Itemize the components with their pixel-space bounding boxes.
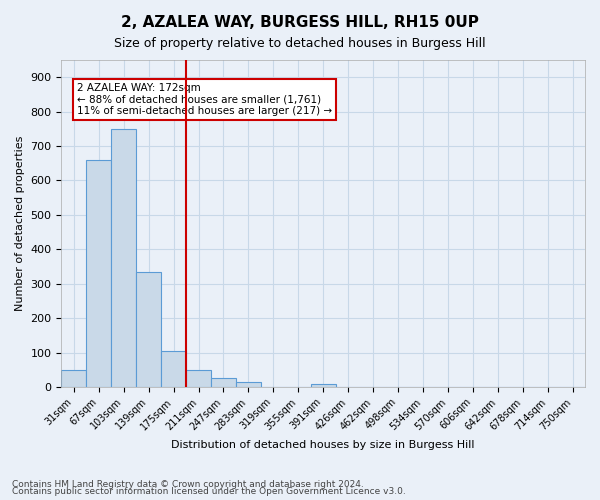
Bar [161,351,186,387]
Bar [236,382,261,387]
Bar [111,129,136,387]
Y-axis label: Number of detached properties: Number of detached properties [15,136,25,311]
Text: 2 AZALEA WAY: 172sqm
← 88% of detached houses are smaller (1,761)
11% of semi-de: 2 AZALEA WAY: 172sqm ← 88% of detached h… [77,83,332,116]
Text: Contains HM Land Registry data © Crown copyright and database right 2024.: Contains HM Land Registry data © Crown c… [12,480,364,489]
Text: 2, AZALEA WAY, BURGESS HILL, RH15 0UP: 2, AZALEA WAY, BURGESS HILL, RH15 0UP [121,15,479,30]
Bar [61,370,86,387]
Bar [311,384,335,387]
Text: Size of property relative to detached houses in Burgess Hill: Size of property relative to detached ho… [114,38,486,51]
Bar [136,272,161,387]
X-axis label: Distribution of detached houses by size in Burgess Hill: Distribution of detached houses by size … [172,440,475,450]
Bar [211,378,236,387]
Text: Contains public sector information licensed under the Open Government Licence v3: Contains public sector information licen… [12,487,406,496]
Bar [86,160,111,387]
Bar [186,370,211,387]
